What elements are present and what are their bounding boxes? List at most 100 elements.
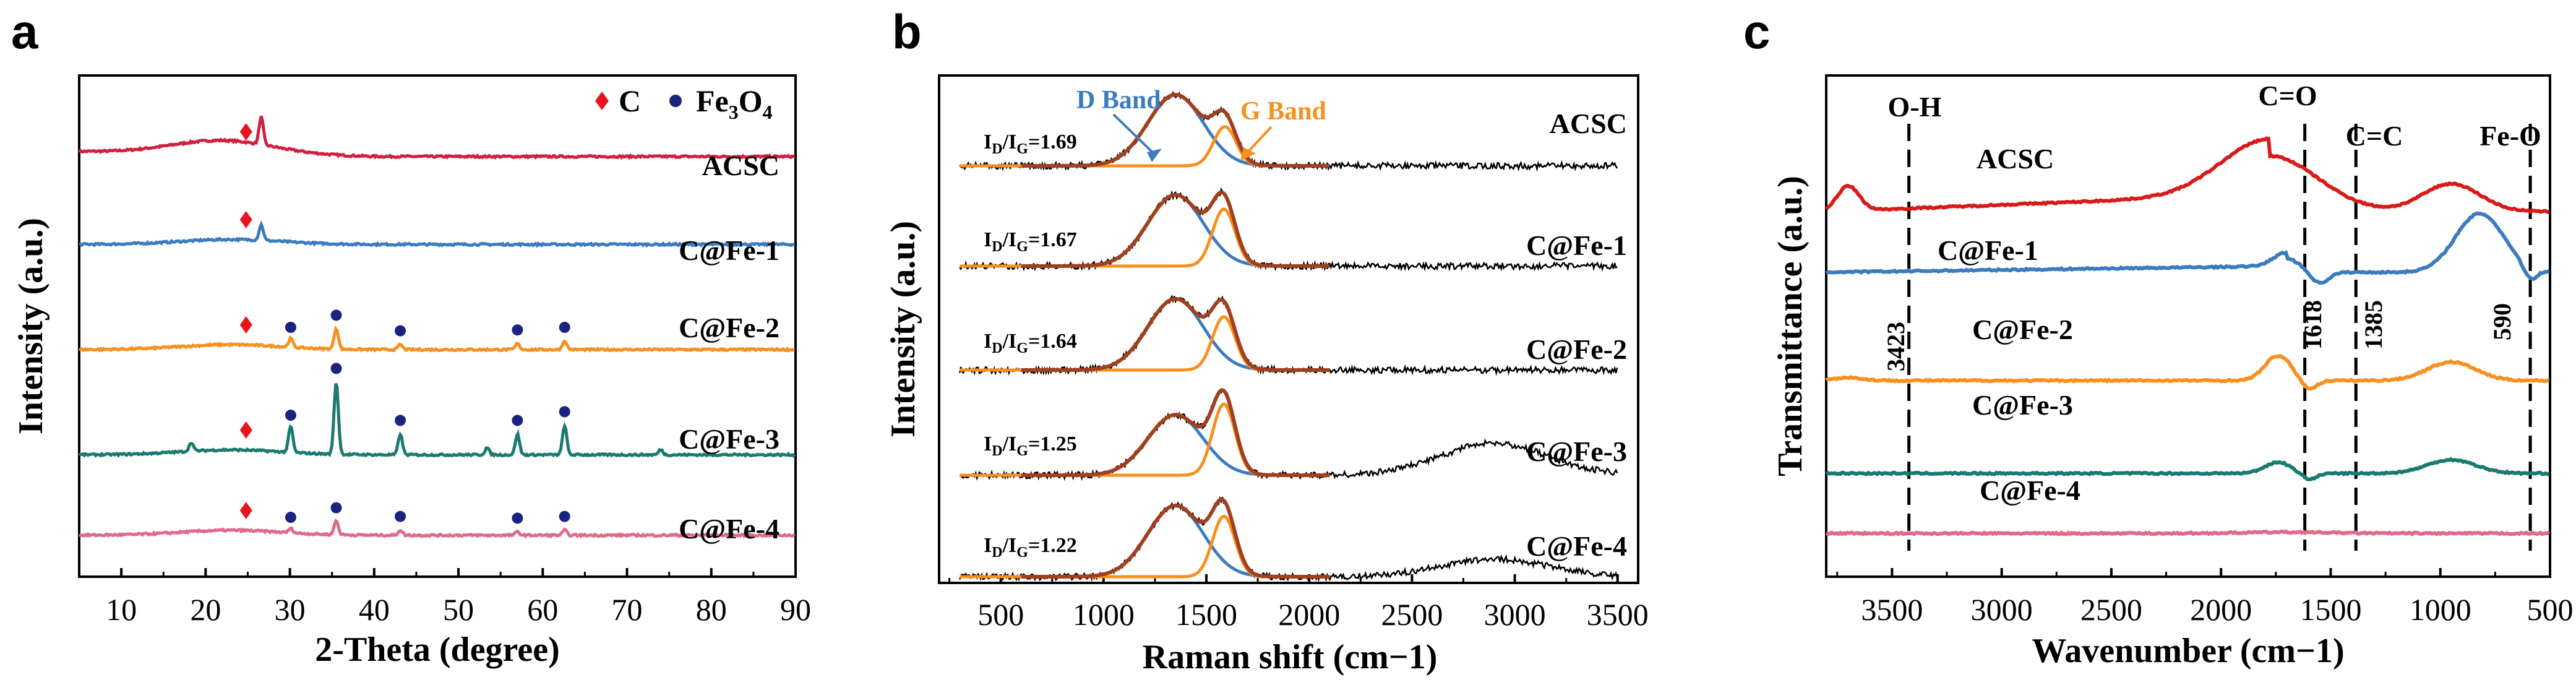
a-sample-name: C@Fe-1	[679, 235, 779, 266]
panel-a-ylabel: Intensity (a.u.)	[12, 218, 50, 434]
b-ratio-i: I	[984, 433, 992, 455]
a-c-marker	[239, 421, 252, 439]
b-xtick-label: 2000	[1278, 597, 1340, 632]
panel-a-ticks: 10 20 30 40 50 60 70 80 90	[106, 568, 811, 627]
b-ratio-slash: /I	[1002, 131, 1017, 153]
c-series-C@Fe-4	[1826, 529, 2550, 536]
d-band-arrowhead	[1147, 149, 1162, 162]
b-ratio-value: =1.22	[1028, 534, 1077, 557]
a-c-marker	[239, 502, 252, 519]
legend-fe3o4-fe: Fe	[696, 84, 729, 118]
panel-c-ylabel: Transmittance (a.u.)	[1771, 176, 1810, 476]
a-fe3o4-marker	[285, 410, 296, 421]
b-xtick-label: 1500	[1175, 597, 1237, 632]
a-xtick-label: 10	[106, 592, 137, 627]
b-ratio-value: =1.67	[1028, 228, 1077, 251]
c-sample-name: C@Fe-1	[1938, 235, 2038, 266]
c-sample-name: C@Fe-4	[1980, 475, 2080, 506]
a-fe3o4-marker	[330, 309, 342, 321]
b-sample-name: ACSC	[1550, 108, 1627, 139]
panel-b-ticks: 500 1000 1500 2000 2500 3000 3500	[948, 574, 1649, 632]
panel-a-markers	[239, 123, 570, 524]
b-sumfit-C@Fe-2	[1021, 296, 1330, 372]
b-ratio: ID/IG=1.25	[984, 433, 1077, 459]
a-xtick-label: 90	[780, 592, 811, 627]
b-xtick-label: 500	[977, 597, 1024, 632]
legend-fe3o4-marker	[669, 95, 682, 107]
a-fe3o4-marker	[559, 322, 570, 333]
panel-c-peaks: O-H 3423 C=O 1618 C=C 1385 Fe-O 590	[1882, 80, 2541, 551]
panel-c-sample-names: ACSC C@Fe-1 C@Fe-2 C@Fe-3 C@Fe-4	[1938, 143, 2080, 506]
a-sample-name: C@Fe-4	[679, 513, 779, 545]
legend-fe3o4-sub2: 4	[763, 101, 773, 123]
b-ratio-g: G	[1016, 141, 1028, 157]
d-band-label: D Band	[1076, 86, 1161, 114]
panel-b-frame	[938, 74, 1639, 584]
a-c-marker	[239, 123, 252, 140]
g-band-arrow	[1245, 126, 1273, 155]
legend-fe3o4-o: O	[739, 84, 763, 118]
b-ratio-i: I	[984, 330, 992, 353]
panel-b-ylabel: Intensity (a.u.)	[884, 221, 922, 437]
c-series-C@Fe-3	[1825, 457, 2549, 481]
panel-c: 3500 3000 2500 2000 1500 1000 500 O-H 3423 C=O 16…	[1771, 74, 2574, 670]
a-sample-name: ACSC	[702, 150, 779, 181]
a-series-C@Fe-1	[79, 220, 795, 248]
b-sumfit-ACSC	[1021, 92, 1330, 168]
panel-a: 10 20 30 40 50 60 70 80 90 C Fe3O4 ACSC C@Fe-1 C@F…	[12, 74, 811, 669]
a-fe3o4-marker	[330, 363, 342, 374]
d-band-arrow	[1112, 113, 1155, 155]
b-ratio-g: G	[1016, 239, 1028, 255]
b-ratio-d: D	[992, 141, 1002, 157]
c-peak-wavenumber: 1385	[2359, 300, 2387, 350]
c-peak-label: C=C	[2346, 120, 2403, 152]
panel-b-xlabel-text: Raman shift (cm−1)	[1143, 638, 1438, 676]
a-fe3o4-marker	[330, 502, 342, 514]
panel-b-xlabel: Raman shift (cm−1)	[1143, 638, 1438, 676]
panel-c-series	[1824, 136, 2550, 536]
c-sample-name: C@Fe-3	[1972, 389, 2073, 421]
legend-c-marker	[595, 92, 609, 110]
panel-a-xlabel: 2-Theta (degree)	[315, 631, 560, 669]
a-sample-name: C@Fe-3	[679, 423, 779, 455]
panel-c-xlabel: Wavenumber (cm−1)	[2032, 632, 2344, 670]
b-ratio: ID/IG=1.64	[984, 330, 1077, 356]
a-c-marker	[239, 316, 252, 334]
a-fe3o4-marker	[512, 512, 523, 524]
c-sample-name: ACSC	[1977, 143, 2054, 174]
b-sample-name: C@Fe-2	[1526, 334, 1627, 365]
b-ratio-i: I	[984, 131, 992, 153]
c-xtick-label: 1500	[2299, 592, 2361, 627]
b-xtick-label: 2500	[1381, 597, 1443, 632]
c-xtick-label: 1000	[2410, 592, 2471, 627]
panel-b-ratios: ID/IG=1.69ID/IG=1.67ID/IG=1.64ID/IG=1.25…	[984, 131, 1077, 561]
b-ratio-slash: /I	[1002, 228, 1017, 251]
c-series-C@Fe-2	[1825, 354, 2550, 391]
legend-fe3o4-label: Fe3O4	[696, 84, 773, 123]
b-xtick-label: 3000	[1484, 597, 1546, 632]
panel-letter-a: a	[11, 4, 38, 59]
b-ratio-slash: /I	[1002, 330, 1017, 353]
b-sumfit-C@Fe-3	[1021, 388, 1330, 477]
a-fe3o4-marker	[512, 324, 523, 336]
c-peak-wavenumber: 590	[2488, 303, 2516, 340]
a-fe3o4-marker	[395, 415, 406, 426]
panel-a-sample-names: ACSC C@Fe-1 C@Fe-2 C@Fe-3 C@Fe-4	[679, 150, 779, 545]
a-series-C@Fe-4	[79, 518, 796, 539]
a-xtick-label: 40	[359, 592, 390, 627]
legend-fe3o4-sub1: 3	[729, 101, 739, 123]
b-ratio-i: I	[984, 534, 992, 557]
panel-a-series	[77, 115, 796, 539]
c-peak-label: O-H	[1888, 91, 1942, 123]
a-fe3o4-marker	[285, 512, 296, 523]
a-fe3o4-marker	[285, 322, 296, 333]
panel-c-ticks: 3500 3000 2500 2000 1500 1000 500	[1836, 568, 2574, 627]
panel-a-legend: C Fe3O4	[595, 84, 773, 123]
b-ratio-d: D	[992, 545, 1002, 561]
b-ratio-g: G	[1016, 340, 1028, 356]
panel-a-frame	[78, 74, 797, 578]
a-series-C@Fe-2	[79, 325, 795, 353]
a-series-ACSC	[77, 115, 795, 160]
a-fe3o4-marker	[395, 511, 406, 522]
